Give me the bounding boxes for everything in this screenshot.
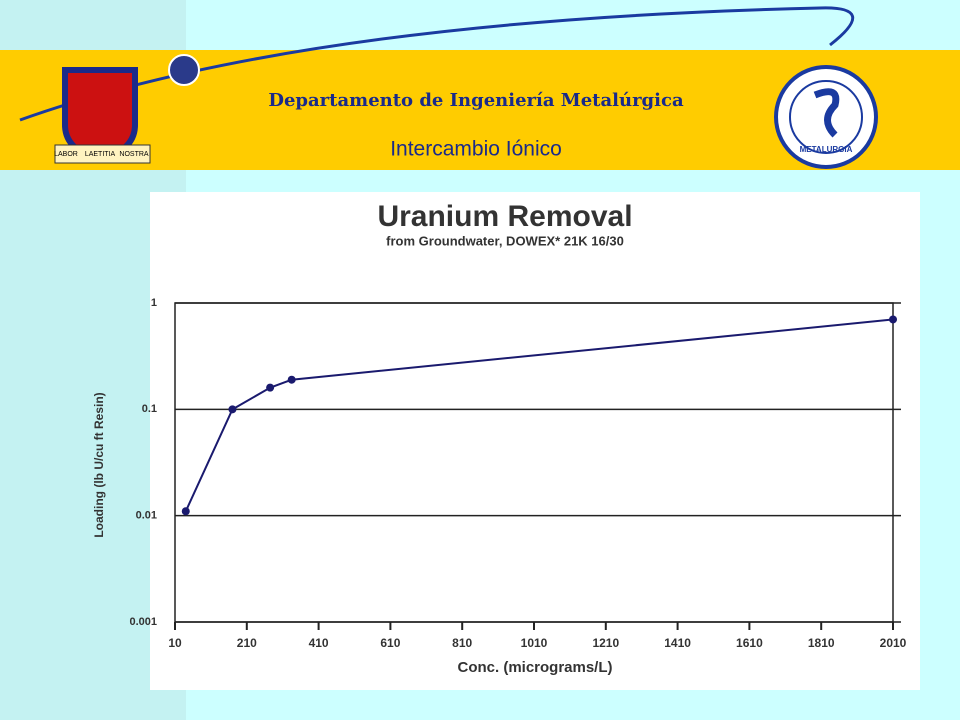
data-point xyxy=(266,383,275,392)
x-tick-label: 410 xyxy=(309,636,329,650)
logo-text: METALURGIA xyxy=(800,145,853,154)
x-tick-label: 210 xyxy=(237,636,257,650)
logo-text: NOSTRA xyxy=(119,151,149,158)
y-tick-label: 0.1 xyxy=(142,403,157,415)
x-tick-label: 2010 xyxy=(880,636,907,650)
slide-subtitle: Intercambio Iónico xyxy=(390,138,562,161)
y-axis-label: Loading (lb U/cu ft Resin) xyxy=(92,392,106,537)
x-tick-label: 610 xyxy=(380,636,400,650)
logo-text: LABOR xyxy=(54,151,78,158)
x-tick-label: 10 xyxy=(168,636,182,650)
x-tick-label: 810 xyxy=(452,636,472,650)
x-tick-label: 1610 xyxy=(736,636,763,650)
y-tick-label: 0.01 xyxy=(136,510,157,522)
decor-ball xyxy=(168,54,200,86)
right-logo: METALURGIA xyxy=(774,65,878,169)
department: Departamento de Ingeniería Metalúrgica xyxy=(268,90,684,111)
data-point xyxy=(181,507,190,516)
chart-title: Uranium Removal xyxy=(377,200,632,233)
left-logo: LABOR LAETITIA NOSTRA xyxy=(54,67,151,164)
decor-curve xyxy=(19,6,854,122)
chart-bg xyxy=(150,192,920,690)
x-axis-label: Conc. (micrograms/L) xyxy=(457,659,612,676)
y-tick-label: 1 xyxy=(151,297,157,309)
chart-subtitle: from Groundwater, DOWEX* 21K 16/30 xyxy=(386,233,624,248)
x-tick-label: 1410 xyxy=(664,636,691,650)
x-tick-label: 1010 xyxy=(521,636,548,650)
data-point xyxy=(889,315,897,324)
data-point xyxy=(228,405,237,414)
logo-text: LAETITIA xyxy=(85,151,116,158)
plot: 0.001 0.01 0.1 1 10 210 410 610 810 1010 1210 1410 1… xyxy=(129,297,906,650)
x-tick-label: 1810 xyxy=(808,636,835,650)
data-point xyxy=(287,375,296,384)
x-tick-label: 1210 xyxy=(592,636,619,650)
y-tick-label: 0.001 xyxy=(129,616,157,628)
